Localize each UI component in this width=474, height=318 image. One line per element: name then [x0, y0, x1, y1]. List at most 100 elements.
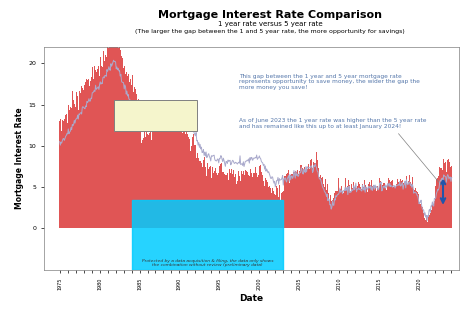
Bar: [319, 168, 320, 228]
Bar: [434, 201, 435, 228]
Bar: [196, 158, 197, 228]
Bar: [61, 131, 62, 228]
Bar: [148, 135, 149, 228]
Bar: [64, 121, 65, 228]
Bar: [161, 128, 162, 228]
Bar: [397, 180, 398, 228]
Bar: [339, 181, 340, 228]
Bar: [396, 183, 397, 228]
Bar: [106, 57, 107, 228]
Bar: [387, 184, 388, 228]
Bar: [410, 182, 411, 228]
Bar: [263, 181, 264, 228]
Bar: [182, 133, 183, 228]
Bar: [184, 126, 185, 228]
Bar: [127, 76, 128, 228]
Bar: [150, 126, 151, 228]
Bar: [428, 211, 429, 228]
Bar: [81, 86, 82, 228]
Bar: [441, 169, 442, 228]
Bar: [384, 183, 385, 228]
Bar: [252, 177, 253, 228]
Bar: [95, 70, 96, 228]
Bar: [81, 85, 82, 228]
Bar: [399, 188, 400, 228]
Bar: [300, 165, 301, 228]
Bar: [336, 191, 337, 228]
Bar: [218, 175, 219, 228]
Bar: [237, 170, 238, 228]
Bar: [450, 167, 451, 228]
Bar: [424, 218, 425, 228]
Bar: [423, 213, 424, 228]
Bar: [372, 186, 373, 228]
Bar: [309, 169, 310, 228]
Bar: [114, 100, 197, 132]
Bar: [213, 173, 214, 228]
Bar: [216, 170, 217, 228]
Bar: [270, 188, 271, 228]
Bar: [154, 129, 155, 228]
Bar: [156, 124, 157, 228]
Bar: [92, 86, 93, 228]
Bar: [438, 176, 439, 228]
Bar: [87, 80, 88, 228]
Bar: [147, 134, 148, 228]
Y-axis label: Mortgage Interest Rate: Mortgage Interest Rate: [15, 107, 24, 209]
Bar: [256, 173, 257, 228]
Bar: [140, 140, 141, 228]
Bar: [227, 173, 228, 228]
Bar: [273, 197, 274, 228]
Bar: [394, 186, 395, 228]
Bar: [93, 79, 94, 228]
Bar: [225, 175, 226, 228]
Bar: [98, 66, 99, 228]
Bar: [211, 178, 212, 228]
Bar: [418, 194, 419, 228]
Bar: [178, 120, 179, 228]
Bar: [397, 179, 398, 228]
Bar: [122, 58, 123, 228]
Bar: [369, 182, 370, 228]
Bar: [359, 184, 360, 228]
Bar: [343, 193, 344, 228]
Bar: [177, 125, 178, 228]
Bar: [284, 176, 285, 228]
Bar: [321, 176, 322, 228]
Bar: [234, 177, 235, 228]
Bar: [72, 91, 73, 228]
Bar: [275, 195, 276, 228]
Bar: [257, 176, 258, 228]
Bar: [405, 183, 406, 228]
Bar: [283, 176, 284, 228]
Bar: [132, 74, 133, 228]
Bar: [101, 66, 102, 228]
Bar: [111, 45, 112, 228]
Bar: [80, 93, 81, 228]
Bar: [293, 167, 294, 228]
Bar: [207, 163, 208, 228]
Bar: [260, 165, 261, 228]
Bar: [439, 167, 440, 228]
Bar: [264, 186, 265, 228]
Bar: [242, 174, 243, 228]
Bar: [306, 170, 307, 228]
Bar: [245, 169, 246, 228]
Bar: [403, 183, 404, 228]
Bar: [233, 170, 234, 228]
Bar: [281, 193, 282, 228]
Bar: [191, 146, 192, 228]
Bar: [425, 220, 426, 228]
Bar: [250, 169, 251, 228]
Bar: [298, 174, 299, 228]
Bar: [429, 216, 430, 228]
Bar: [303, 169, 304, 228]
Bar: [160, 133, 161, 228]
Bar: [66, 114, 67, 228]
Bar: [194, 145, 195, 228]
Bar: [246, 171, 247, 228]
Bar: [253, 173, 254, 228]
Bar: [203, 160, 204, 228]
Bar: [365, 185, 366, 228]
Bar: [279, 185, 280, 228]
